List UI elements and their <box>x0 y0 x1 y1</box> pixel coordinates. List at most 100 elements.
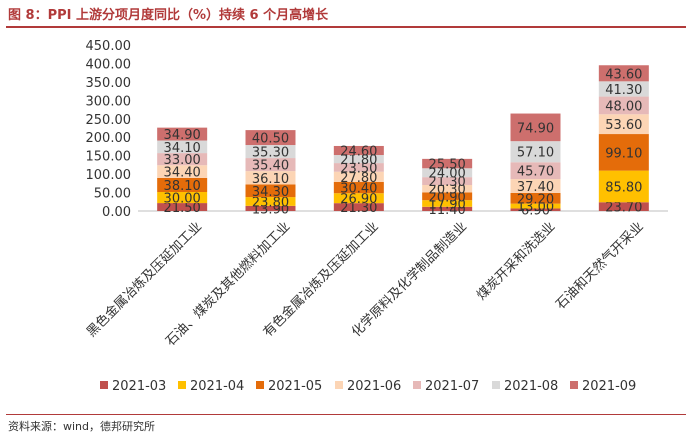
bar-segment <box>333 203 384 211</box>
data-label: 21.80 <box>340 153 377 168</box>
data-label: 34.40 <box>164 166 201 181</box>
bar-segment <box>245 130 296 146</box>
bar-segment <box>598 170 649 203</box>
bar-segment <box>510 162 561 180</box>
data-label: 17.90 <box>429 197 466 212</box>
y-tick-label: 150.00 <box>86 150 132 165</box>
data-label: 99.10 <box>605 146 642 161</box>
y-tick-label: 350.00 <box>86 76 132 91</box>
y-tick-label: 50.00 <box>94 187 131 202</box>
bar-segment <box>598 81 649 97</box>
bar-segment <box>245 197 296 206</box>
data-label: 23.70 <box>605 201 642 216</box>
bar-segment <box>598 202 649 211</box>
bar-segment <box>598 134 649 171</box>
data-label: 30.00 <box>164 192 201 207</box>
legend-label: 2021-09 <box>582 379 636 394</box>
data-label: 34.10 <box>164 141 201 156</box>
y-tick-label: 300.00 <box>86 94 132 109</box>
y-tick-label: 250.00 <box>86 113 132 128</box>
data-label: 48.00 <box>605 99 642 114</box>
data-label: 24.00 <box>429 167 466 182</box>
bar-segment <box>510 179 561 193</box>
bar-segment <box>422 192 473 201</box>
data-label: 21.30 <box>429 175 466 190</box>
y-tick-label: 200.00 <box>86 131 132 146</box>
data-label: 26.90 <box>340 192 377 207</box>
data-label: 36.10 <box>252 172 289 187</box>
bar-segment <box>157 127 208 141</box>
data-label: 34.30 <box>252 185 289 200</box>
data-label: 27.80 <box>340 171 377 186</box>
data-label: 43.60 <box>605 67 642 82</box>
legend-swatch <box>413 381 421 389</box>
bar-segment <box>598 96 649 115</box>
y-tick-label: 0.00 <box>102 205 131 220</box>
data-label: 85.80 <box>605 180 642 195</box>
data-label: 45.70 <box>517 165 554 180</box>
legend-swatch <box>178 381 186 389</box>
bar-segment <box>422 177 473 185</box>
bar-segment <box>422 184 473 193</box>
legend-label: 2021-05 <box>268 379 322 394</box>
legend-swatch <box>492 381 500 389</box>
bar-segment <box>157 165 208 178</box>
bar-segment <box>598 114 649 135</box>
data-label: 23.50 <box>340 161 377 176</box>
data-label: 13.00 <box>517 200 554 215</box>
bar-segment <box>245 171 296 185</box>
y-tick-label: 450.00 <box>86 39 132 54</box>
bar-segment <box>333 193 384 204</box>
data-label: 57.10 <box>517 146 554 161</box>
source-note: 资料来源：wind，德邦研究所 <box>8 420 156 433</box>
legend-label: 2021-06 <box>347 379 401 394</box>
y-tick-label: 100.00 <box>86 168 132 183</box>
data-label: 23.80 <box>252 195 289 210</box>
data-label: 20.30 <box>429 183 466 198</box>
bar-segment <box>245 184 296 198</box>
bar-segment <box>598 65 649 82</box>
data-label: 29.20 <box>517 192 554 207</box>
data-label: 24.60 <box>340 145 377 160</box>
bar-segment <box>510 208 561 211</box>
bar-segment <box>510 203 561 209</box>
bar-segment <box>422 168 473 178</box>
data-label: 21.50 <box>164 201 201 216</box>
bar-segment <box>422 200 473 207</box>
bar-segment <box>157 177 208 193</box>
bar-segment <box>157 192 208 204</box>
footer-rule <box>6 414 686 415</box>
y-tick-label: 400.00 <box>86 57 132 72</box>
data-label: 21.30 <box>340 201 377 216</box>
data-label: 38.10 <box>164 179 201 194</box>
data-label: 41.30 <box>605 83 642 98</box>
bar-segment <box>422 158 473 169</box>
data-label: 74.90 <box>517 121 554 136</box>
data-label: 53.60 <box>605 118 642 133</box>
legend-label: 2021-07 <box>425 379 479 394</box>
legend-swatch <box>256 381 264 389</box>
data-label: 35.30 <box>252 146 289 161</box>
data-label: 37.40 <box>517 180 554 195</box>
data-label: 35.40 <box>252 159 289 174</box>
data-label: 20.90 <box>429 190 466 205</box>
data-label: 40.50 <box>252 132 289 147</box>
bar-segment <box>333 182 384 194</box>
bar-segment <box>157 153 208 166</box>
bar-segment <box>333 171 384 183</box>
bar-segment <box>510 113 561 142</box>
bar-segment <box>333 163 384 172</box>
bar-segment <box>333 155 384 164</box>
legend-label: 2021-08 <box>504 379 558 394</box>
bar-segment <box>157 203 208 211</box>
bar-segment <box>422 206 473 211</box>
bar-segment <box>510 192 561 204</box>
data-label: 13.90 <box>252 202 289 217</box>
x-tick-label: 石油和天然气开采业 <box>553 219 647 313</box>
x-tick-label: 煤炭开采和洗选业 <box>474 219 558 303</box>
data-label: 33.00 <box>164 153 201 168</box>
legend-swatch <box>100 381 108 389</box>
title-rule <box>6 26 686 28</box>
bar-segment <box>510 141 561 163</box>
